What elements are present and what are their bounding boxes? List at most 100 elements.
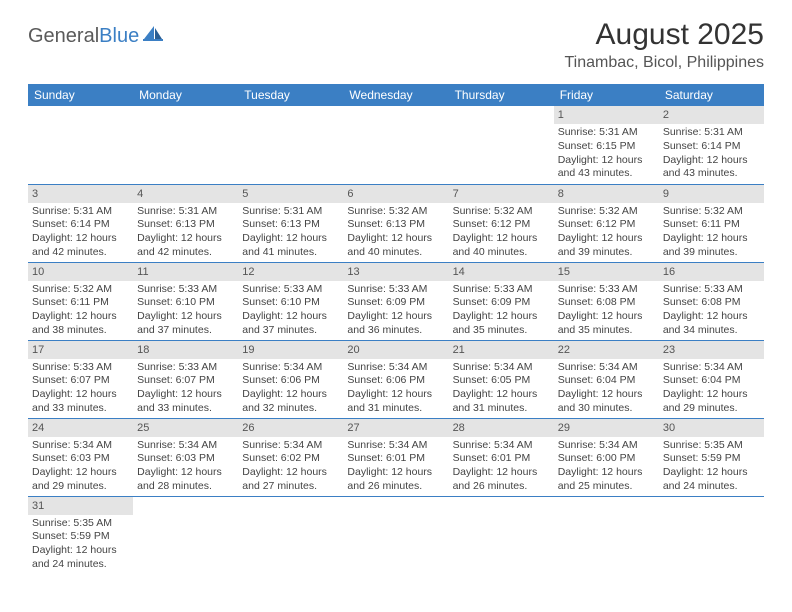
- calendar-row: 1Sunrise: 5:31 AMSunset: 6:15 PMDaylight…: [28, 106, 764, 184]
- calendar-row: 24Sunrise: 5:34 AMSunset: 6:03 PMDayligh…: [28, 418, 764, 496]
- day-details: Sunrise: 5:32 AMSunset: 6:13 PMDaylight:…: [343, 203, 448, 262]
- day-details: Sunrise: 5:34 AMSunset: 6:01 PMDaylight:…: [449, 437, 554, 496]
- day-detail-line: Sunrise: 5:33 AM: [137, 361, 234, 375]
- day-detail-line: Sunset: 6:09 PM: [453, 296, 550, 310]
- day-detail-line: and 34 minutes.: [663, 324, 760, 338]
- calendar-cell: 1Sunrise: 5:31 AMSunset: 6:15 PMDaylight…: [554, 106, 659, 184]
- header: GeneralBlue August 2025 Tinambac, Bicol,…: [0, 0, 792, 80]
- day-details: Sunrise: 5:32 AMSunset: 6:12 PMDaylight:…: [554, 203, 659, 262]
- day-number: 25: [133, 419, 238, 437]
- calendar-cell: [343, 106, 448, 184]
- calendar-cell: [449, 106, 554, 184]
- day-detail-line: Daylight: 12 hours: [137, 388, 234, 402]
- day-detail-line: Daylight: 12 hours: [453, 466, 550, 480]
- day-detail-line: Sunset: 6:14 PM: [663, 140, 760, 154]
- day-number: 28: [449, 419, 554, 437]
- day-detail-line: and 39 minutes.: [663, 246, 760, 260]
- calendar-cell: [28, 106, 133, 184]
- day-detail-line: Daylight: 12 hours: [663, 154, 760, 168]
- day-detail-line: Daylight: 12 hours: [663, 232, 760, 246]
- calendar-cell: [659, 496, 764, 574]
- day-detail-line: Daylight: 12 hours: [137, 310, 234, 324]
- day-number: 11: [133, 263, 238, 281]
- day-details: Sunrise: 5:31 AMSunset: 6:13 PMDaylight:…: [238, 203, 343, 262]
- day-detail-line: Daylight: 12 hours: [32, 388, 129, 402]
- calendar-cell: 30Sunrise: 5:35 AMSunset: 5:59 PMDayligh…: [659, 418, 764, 496]
- calendar-cell: 21Sunrise: 5:34 AMSunset: 6:05 PMDayligh…: [449, 340, 554, 418]
- day-number: 16: [659, 263, 764, 281]
- calendar-cell: [554, 496, 659, 574]
- day-details: Sunrise: 5:32 AMSunset: 6:12 PMDaylight:…: [449, 203, 554, 262]
- day-detail-line: and 41 minutes.: [242, 246, 339, 260]
- day-detail-line: Sunset: 5:59 PM: [32, 530, 129, 544]
- day-detail-line: Daylight: 12 hours: [453, 388, 550, 402]
- day-number: 17: [28, 341, 133, 359]
- calendar-cell: [238, 496, 343, 574]
- day-detail-line: and 26 minutes.: [347, 480, 444, 494]
- day-detail-line: and 26 minutes.: [453, 480, 550, 494]
- day-details: Sunrise: 5:34 AMSunset: 6:06 PMDaylight:…: [238, 359, 343, 418]
- day-number: 18: [133, 341, 238, 359]
- day-detail-line: Sunrise: 5:32 AM: [453, 205, 550, 219]
- day-detail-line: and 37 minutes.: [242, 324, 339, 338]
- weekday-header: Monday: [133, 84, 238, 106]
- calendar-row: 17Sunrise: 5:33 AMSunset: 6:07 PMDayligh…: [28, 340, 764, 418]
- day-number: 20: [343, 341, 448, 359]
- calendar-cell: 26Sunrise: 5:34 AMSunset: 6:02 PMDayligh…: [238, 418, 343, 496]
- day-detail-line: Daylight: 12 hours: [32, 544, 129, 558]
- day-detail-line: Sunrise: 5:33 AM: [242, 283, 339, 297]
- day-number: 14: [449, 263, 554, 281]
- calendar-cell: 3Sunrise: 5:31 AMSunset: 6:14 PMDaylight…: [28, 184, 133, 262]
- day-detail-line: Sunrise: 5:35 AM: [663, 439, 760, 453]
- day-detail-line: Sunset: 6:01 PM: [453, 452, 550, 466]
- day-detail-line: and 38 minutes.: [32, 324, 129, 338]
- day-details: Sunrise: 5:33 AMSunset: 6:09 PMDaylight:…: [449, 281, 554, 340]
- day-detail-line: and 35 minutes.: [558, 324, 655, 338]
- day-detail-line: Sunset: 6:15 PM: [558, 140, 655, 154]
- day-detail-line: Daylight: 12 hours: [347, 466, 444, 480]
- day-detail-line: Sunrise: 5:34 AM: [453, 361, 550, 375]
- day-detail-line: Sunrise: 5:33 AM: [137, 283, 234, 297]
- calendar-cell: 31 Sunrise: 5:35 AMSunset: 5:59 PMDayligh…: [28, 496, 133, 574]
- day-detail-line: and 42 minutes.: [137, 246, 234, 260]
- day-number: 9: [659, 185, 764, 203]
- day-detail-line: Sunrise: 5:31 AM: [137, 205, 234, 219]
- day-detail-line: Sunrise: 5:34 AM: [242, 439, 339, 453]
- day-detail-line: Sunrise: 5:33 AM: [663, 283, 760, 297]
- day-detail-line: Daylight: 12 hours: [347, 310, 444, 324]
- logo-text-2: Blue: [99, 25, 139, 48]
- day-number: 19: [238, 341, 343, 359]
- day-detail-line: Daylight: 12 hours: [663, 388, 760, 402]
- day-detail-line: Sunrise: 5:33 AM: [32, 361, 129, 375]
- day-detail-line: and 27 minutes.: [242, 480, 339, 494]
- day-detail-line: Sunrise: 5:34 AM: [242, 361, 339, 375]
- day-number: 23: [659, 341, 764, 359]
- day-detail-line: Sunset: 6:10 PM: [137, 296, 234, 310]
- day-number: 30: [659, 419, 764, 437]
- day-detail-line: Sunset: 6:07 PM: [32, 374, 129, 388]
- day-detail-line: Sunrise: 5:34 AM: [137, 439, 234, 453]
- day-detail-line: Sunset: 6:03 PM: [32, 452, 129, 466]
- day-details: Sunrise: 5:34 AMSunset: 6:05 PMDaylight:…: [449, 359, 554, 418]
- day-detail-line: and 35 minutes.: [453, 324, 550, 338]
- day-detail-line: Daylight: 12 hours: [242, 388, 339, 402]
- day-detail-line: Sunrise: 5:34 AM: [453, 439, 550, 453]
- day-detail-line: Sunset: 6:09 PM: [347, 296, 444, 310]
- day-detail-line: and 28 minutes.: [137, 480, 234, 494]
- day-detail-line: Sunset: 6:07 PM: [137, 374, 234, 388]
- day-detail-line: Sunset: 6:13 PM: [137, 218, 234, 232]
- day-detail-line: Daylight: 12 hours: [347, 388, 444, 402]
- calendar-cell: [133, 496, 238, 574]
- day-details: Sunrise: 5:34 AMSunset: 6:06 PMDaylight:…: [343, 359, 448, 418]
- weekday-header: Wednesday: [343, 84, 448, 106]
- day-details: Sunrise: 5:31 AMSunset: 6:15 PMDaylight:…: [554, 124, 659, 183]
- day-detail-line: Sunset: 6:11 PM: [663, 218, 760, 232]
- day-number: 2: [659, 106, 764, 124]
- day-detail-line: Daylight: 12 hours: [453, 310, 550, 324]
- day-number: 8: [554, 185, 659, 203]
- day-detail-line: Sunrise: 5:35 AM: [32, 517, 129, 531]
- day-number: 31: [28, 497, 133, 515]
- calendar-cell: 16Sunrise: 5:33 AMSunset: 6:08 PMDayligh…: [659, 262, 764, 340]
- day-detail-line: Sunrise: 5:31 AM: [558, 126, 655, 140]
- day-detail-line: Sunset: 6:13 PM: [347, 218, 444, 232]
